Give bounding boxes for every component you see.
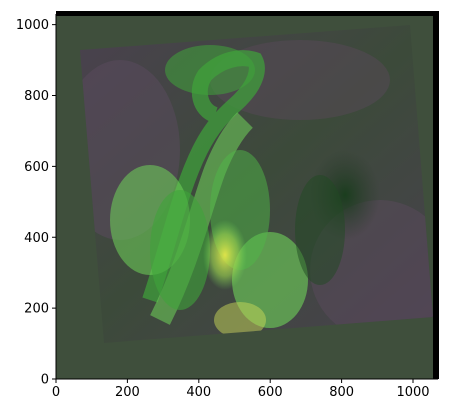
x-tick-label: 200 [115,385,140,400]
y-tick-label: 1000 [16,18,49,33]
y-tick-label: 600 [24,160,49,175]
x-tick-label: 0 [52,385,60,400]
x-tick-label: 800 [329,385,354,400]
x-tick-label: 600 [258,385,283,400]
y-tick-label: 0 [41,373,49,388]
y-tick-label: 800 [24,89,49,104]
x-tick-label: 1000 [396,385,429,400]
frame-right-edge [433,11,439,379]
x-tick-label: 400 [186,385,211,400]
solar-image [80,25,433,343]
frame-top-edge [56,11,438,16]
y-tick-label: 400 [24,231,49,246]
y-tick-label: 200 [24,302,49,317]
x-axis-ticks: 0 200 400 600 800 1000 [52,379,430,400]
y-axis-ticks: 0 200 400 600 800 1000 [16,18,56,388]
